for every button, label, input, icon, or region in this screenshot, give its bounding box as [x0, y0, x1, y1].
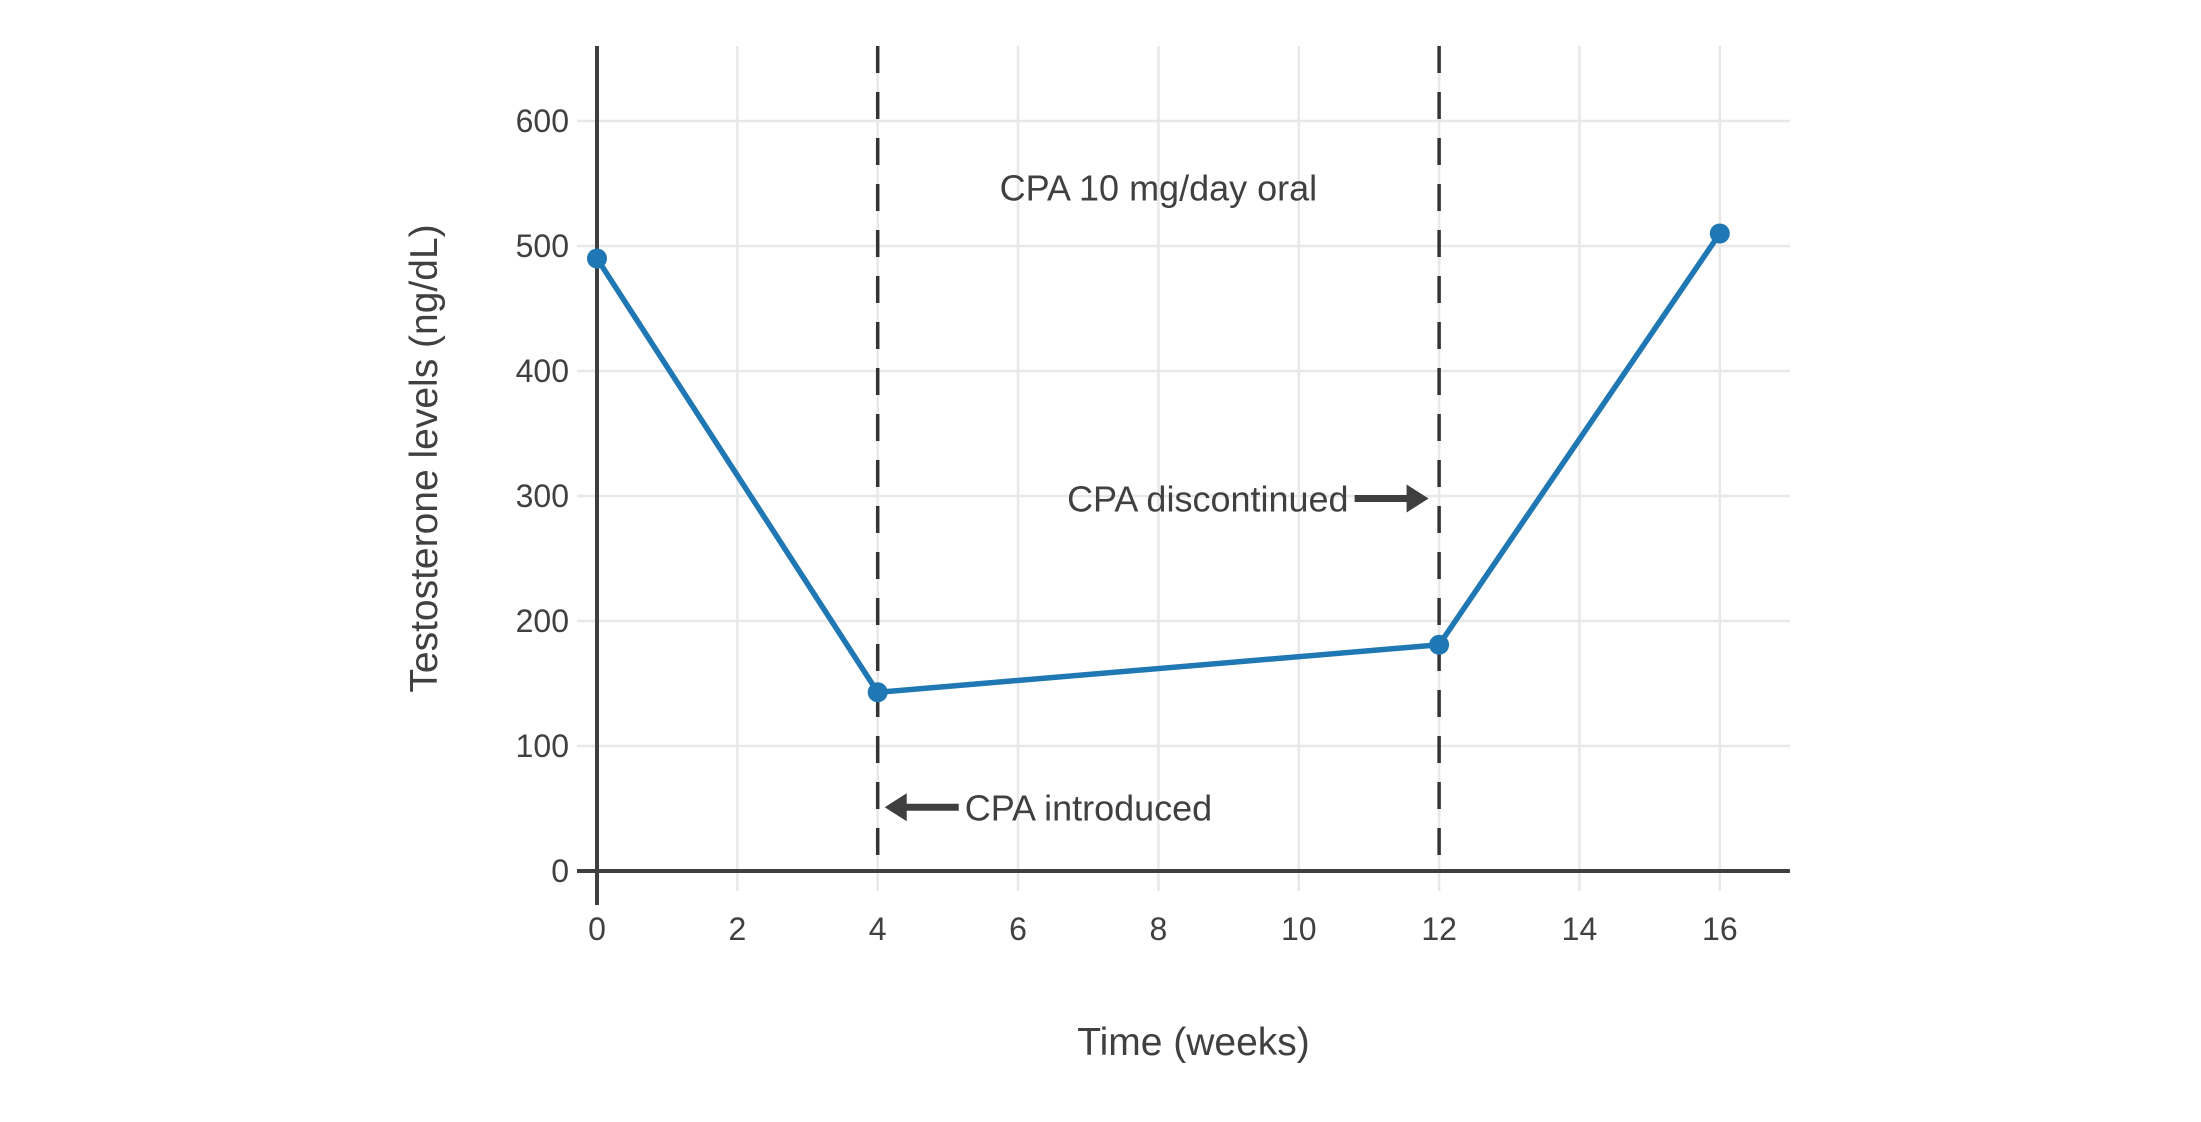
y-tick-label: 400	[516, 353, 569, 389]
x-tick-label: 12	[1421, 911, 1457, 947]
y-tick-label: 0	[551, 853, 569, 889]
y-tick-label: 500	[516, 228, 569, 264]
x-axis-title: Time (weeks)	[1077, 1021, 1310, 1064]
x-tick-label: 10	[1281, 911, 1317, 947]
x-tick-label: 4	[869, 911, 887, 947]
annotation-cpa-discontinued: CPA discontinued	[1067, 479, 1349, 520]
data-point	[867, 682, 888, 703]
data-point	[1709, 223, 1730, 244]
annotation-cpa-introduced: CPA introduced	[965, 787, 1212, 828]
x-tick-label: 0	[588, 911, 606, 947]
annotation-dose-label: CPA 10 mg/day oral	[1000, 167, 1318, 208]
x-tick-label: 2	[728, 911, 746, 947]
x-tick-label: 6	[1009, 911, 1027, 947]
arrow-left-icon	[884, 793, 907, 822]
x-tick-label: 8	[1150, 911, 1168, 947]
y-tick-label: 300	[516, 478, 569, 514]
y-tick-label: 100	[516, 728, 569, 764]
y-tick-label: 200	[516, 603, 569, 639]
y-axis-title: Testosterone levels (ng/dL)	[403, 224, 446, 692]
arrow-right-icon	[1406, 484, 1429, 513]
y-tick-label: 600	[516, 103, 569, 139]
series-line	[594, 230, 1723, 696]
x-tick-label: 14	[1562, 911, 1598, 947]
data-point	[1429, 634, 1450, 655]
data-point	[587, 248, 607, 269]
x-tick-label: 16	[1702, 911, 1738, 947]
